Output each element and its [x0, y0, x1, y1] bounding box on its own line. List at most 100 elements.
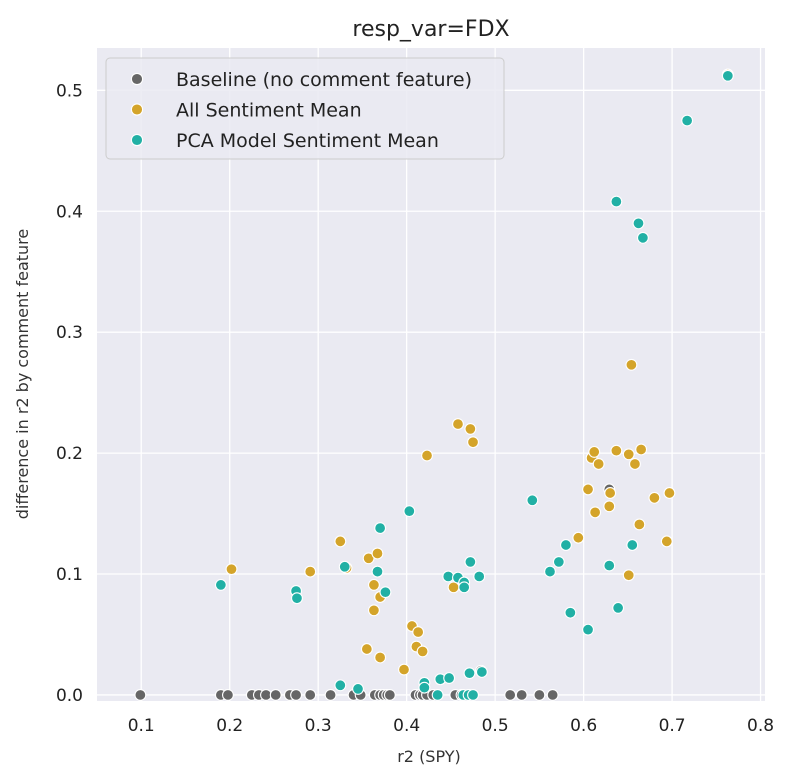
data-point — [533, 689, 546, 701]
data-point — [622, 569, 635, 582]
data-point — [225, 563, 238, 576]
data-point — [134, 689, 147, 701]
data-point — [352, 682, 364, 695]
data-point — [418, 681, 431, 694]
data-point — [443, 672, 456, 684]
data-point — [610, 444, 623, 457]
data-point — [291, 592, 303, 605]
data-point — [636, 231, 649, 244]
data-point — [324, 689, 337, 701]
data-point — [504, 689, 517, 701]
legend: Baseline (no comment feature) All Sentime… — [105, 57, 505, 160]
x-tick-label: 0.2 — [216, 716, 243, 736]
data-point — [374, 522, 387, 535]
legend-marker — [130, 72, 144, 86]
data-point — [416, 645, 429, 658]
chart-title: resp_var=FDX — [352, 17, 509, 42]
data-point — [464, 422, 477, 435]
data-point — [464, 555, 477, 568]
data-point — [304, 565, 317, 578]
data-point — [681, 114, 694, 127]
data-point — [635, 443, 648, 456]
series-2 — [225, 68, 734, 676]
data-point — [221, 689, 234, 701]
data-point — [338, 560, 351, 573]
data-point — [604, 487, 617, 499]
data-point — [572, 531, 585, 544]
x-tick-label: 0.6 — [570, 716, 597, 736]
data-point — [626, 539, 639, 551]
data-point — [515, 689, 528, 701]
y-tick-label: 0.2 — [56, 444, 83, 464]
data-point — [379, 586, 392, 599]
legend-label: All Sentiment Mean — [176, 100, 362, 122]
data-point — [463, 667, 476, 680]
data-point — [421, 449, 433, 462]
y-tick-label: 0.5 — [56, 81, 83, 101]
data-point — [360, 643, 373, 655]
y-axis-ticks: 0.0 0.1 0.2 0.3 0.4 0.5 — [56, 81, 83, 706]
data-point — [592, 458, 605, 470]
data-point — [473, 570, 486, 583]
data-point — [612, 601, 625, 614]
data-point — [475, 666, 488, 678]
x-tick-label: 0.1 — [128, 716, 155, 736]
x-tick-label: 0.5 — [482, 716, 509, 736]
data-point — [721, 69, 734, 82]
x-tick-label: 0.3 — [305, 716, 332, 736]
legend-label: Baseline (no comment feature) — [176, 69, 472, 91]
data-point — [648, 491, 661, 504]
data-point — [663, 487, 676, 499]
x-tick-label: 0.4 — [393, 716, 420, 736]
data-point — [467, 689, 479, 701]
legend-box — [105, 57, 505, 160]
legend-marker — [130, 103, 144, 116]
x-axis-label: r2 (SPY) — [397, 747, 461, 766]
data-point — [633, 518, 646, 531]
data-point — [431, 689, 444, 701]
x-tick-label: 0.8 — [747, 716, 774, 736]
data-point — [458, 581, 471, 594]
data-point — [412, 626, 425, 639]
data-point — [582, 623, 594, 636]
data-point — [610, 195, 623, 208]
data-point — [559, 539, 572, 551]
data-point — [625, 358, 638, 371]
data-point — [660, 535, 673, 548]
data-point — [546, 689, 559, 701]
data-point — [603, 500, 616, 513]
x-tick-label: 0.7 — [659, 716, 686, 736]
y-tick-label: 0.0 — [56, 686, 83, 706]
data-point — [622, 448, 635, 461]
data-point — [383, 689, 396, 701]
y-tick-label: 0.4 — [56, 202, 83, 222]
y-tick-label: 0.3 — [56, 323, 83, 343]
data-point — [334, 535, 347, 548]
data-points — [134, 68, 734, 701]
data-point — [214, 578, 227, 591]
data-point — [628, 458, 641, 470]
data-point — [374, 651, 387, 664]
data-point — [632, 217, 645, 230]
data-point — [304, 689, 317, 701]
data-point — [582, 483, 594, 496]
data-point — [334, 679, 347, 692]
legend-label: PCA Model Sentiment Mean — [176, 130, 439, 152]
data-point — [371, 565, 384, 578]
data-point — [371, 547, 384, 560]
data-point — [367, 578, 380, 591]
x-axis-ticks: 0.1 0.2 0.3 0.4 0.5 0.6 0.7 0.8 — [128, 716, 774, 736]
data-point — [367, 604, 380, 617]
data-point — [603, 559, 616, 572]
data-point — [398, 663, 410, 676]
legend-marker — [130, 133, 144, 147]
data-point — [588, 445, 601, 458]
data-point — [544, 565, 556, 578]
data-point — [269, 689, 282, 701]
y-axis-label: difference in r2 by comment feature — [13, 229, 32, 520]
data-point — [403, 505, 416, 518]
data-point — [552, 555, 565, 568]
data-point — [564, 606, 577, 619]
series-3 — [214, 69, 734, 701]
